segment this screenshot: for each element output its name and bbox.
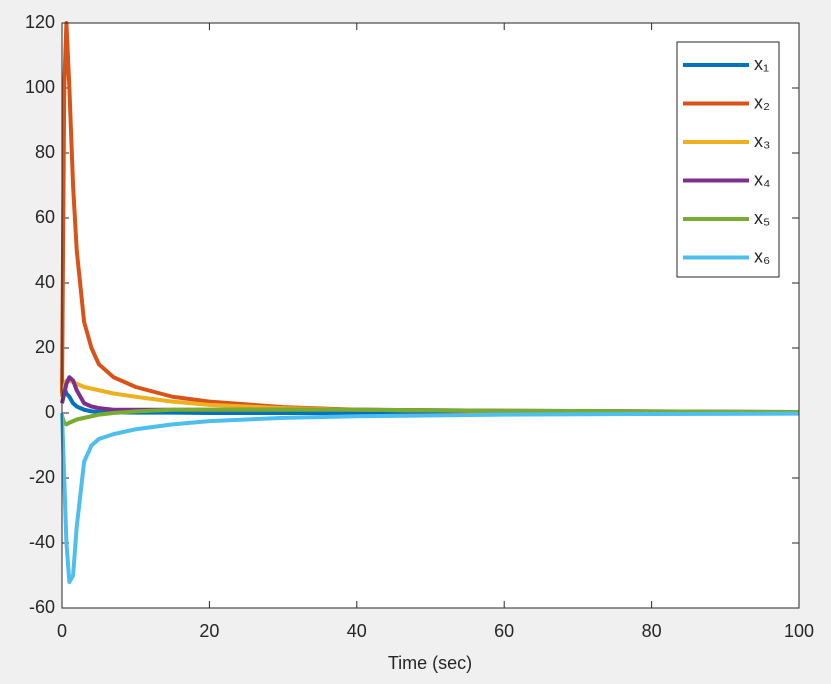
x-tick-label: 80 [642,621,662,641]
x-tick-label: 40 [347,621,367,641]
y-tick-label: 80 [35,142,55,162]
series-line [60,407,800,427]
y-tick-label: 120 [25,12,55,32]
legend-label: x₄ [754,169,770,189]
y-tick-label: -60 [29,597,55,617]
x-axis-label: Time (sec) [388,653,472,673]
y-tick-label: -40 [29,532,55,552]
y-tick-label: 40 [35,272,55,292]
x-tick-label: 0 [57,621,67,641]
legend-label: x₆ [754,246,770,266]
legend-box [676,41,780,278]
x-tick-label: 20 [199,621,219,641]
legend-label: x₅ [754,208,770,228]
series-line [60,411,800,584]
legend-label: x₃ [754,131,770,151]
axes-box [61,22,800,609]
y-tick-label: 20 [35,337,55,357]
legend: x₁ x₂ x₃ x₄ x₅ x₆ [676,41,780,278]
x-tick-label: 60 [494,621,514,641]
y-tick-label: 60 [35,207,55,227]
legend-label: x₂ [754,92,770,112]
legend-label: x₁ [754,54,769,74]
y-tick-label: 100 [25,77,55,97]
plot-area [62,23,799,608]
x-tick-label: 100 [784,621,814,641]
y-tick-label: 0 [45,402,55,422]
y-tick-label: -20 [29,467,55,487]
